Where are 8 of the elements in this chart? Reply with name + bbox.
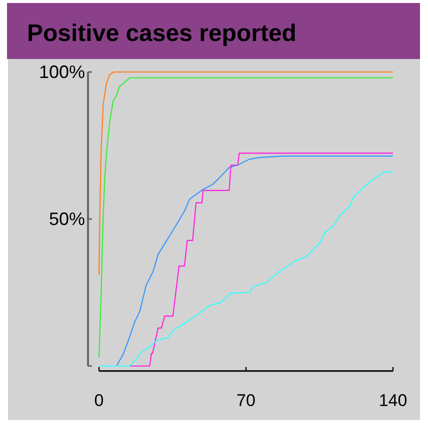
x-tick-label: 140	[378, 391, 408, 410]
y-tick-label: 50%	[48, 209, 85, 229]
y-tick-label: 100%	[38, 62, 85, 82]
line-series	[98, 71, 394, 276]
chart-title: Positive cases reported	[27, 20, 296, 47]
line-series	[98, 77, 394, 358]
x-tick-label: 70	[236, 391, 256, 410]
x-tick-label: 0	[94, 391, 104, 410]
